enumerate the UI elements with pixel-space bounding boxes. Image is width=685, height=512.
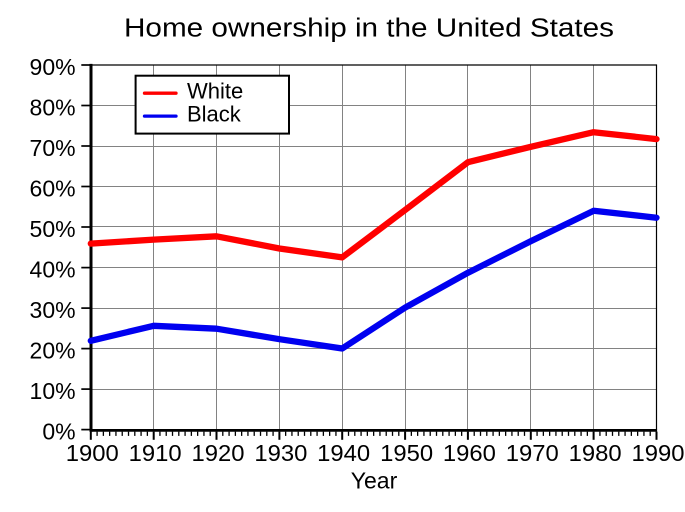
svg-text:1990: 1990	[632, 440, 685, 466]
svg-text:1970: 1970	[506, 440, 559, 466]
svg-text:1920: 1920	[192, 440, 245, 466]
svg-text:Home ownership in the United S: Home ownership in the United States	[124, 13, 614, 43]
svg-text:20%: 20%	[30, 338, 76, 364]
svg-text:70%: 70%	[30, 135, 76, 161]
svg-text:0%: 0%	[42, 419, 75, 445]
svg-text:White: White	[187, 79, 243, 104]
svg-text:1910: 1910	[129, 440, 182, 466]
svg-text:Year: Year	[351, 468, 398, 494]
svg-text:80%: 80%	[30, 94, 76, 120]
svg-text:1900: 1900	[66, 440, 119, 466]
svg-text:1980: 1980	[569, 440, 622, 466]
svg-text:90%: 90%	[30, 54, 76, 80]
svg-text:50%: 50%	[30, 216, 76, 242]
svg-text:40%: 40%	[30, 257, 76, 283]
svg-text:1950: 1950	[380, 440, 433, 466]
svg-text:60%: 60%	[30, 175, 76, 201]
svg-text:1930: 1930	[254, 440, 307, 466]
svg-text:Black: Black	[187, 102, 242, 127]
svg-text:10%: 10%	[30, 378, 76, 404]
svg-text:30%: 30%	[30, 297, 76, 323]
svg-text:1940: 1940	[317, 440, 370, 466]
svg-text:1960: 1960	[443, 440, 496, 466]
